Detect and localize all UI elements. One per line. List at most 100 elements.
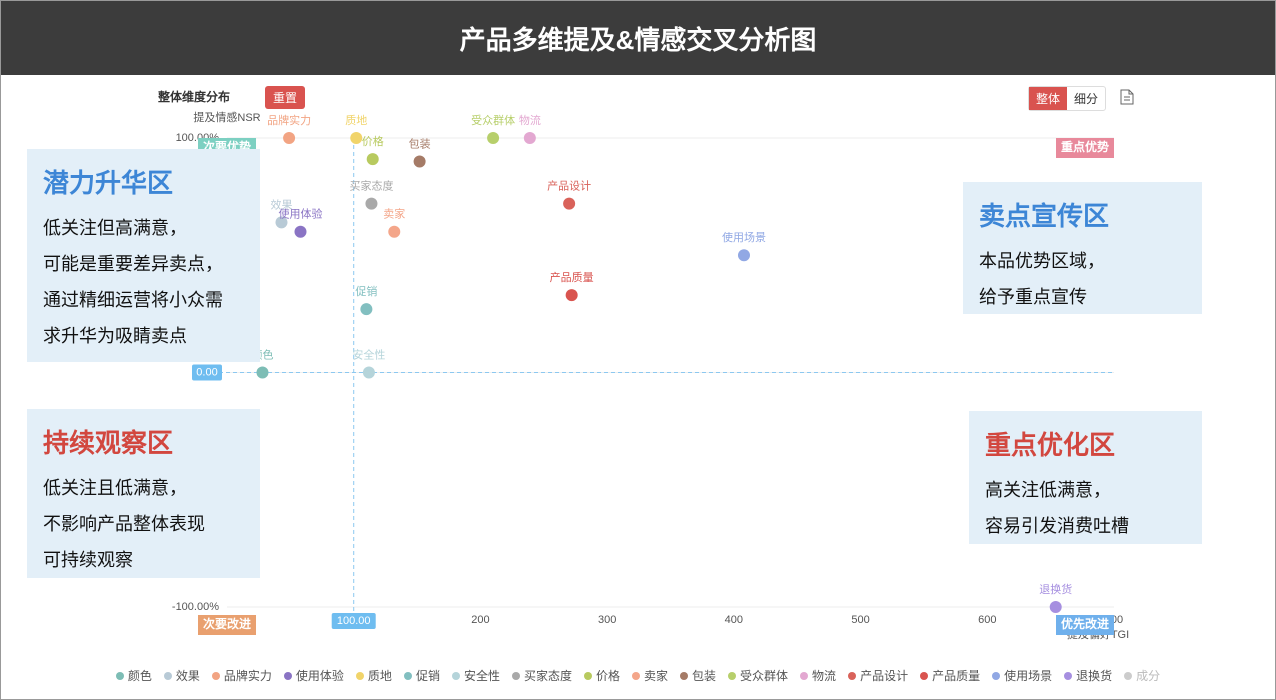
legend-item[interactable]: 价格 [583,667,620,684]
legend-marker [211,671,220,680]
quadrant-label-bg [1056,615,1114,635]
legend-marker [583,671,592,680]
quadrant-label: 优先改进 [1061,616,1109,631]
x-tick-label: 400 [725,614,743,626]
legend-label: 退换货 [1076,669,1113,683]
legend-label: 效果 [175,669,200,683]
export-icon[interactable] [1120,89,1134,105]
legend-marker [992,671,1001,680]
legend-label: 买家态度 [523,669,572,683]
zone-title: 卖点宣传区 [979,201,1110,231]
point-label: 安全性 [352,347,385,361]
zone-text: 可能是重要差异卖点， [43,254,223,274]
y-tick-label: -100.00% [172,601,219,613]
legend-label: 卖家 [644,669,669,683]
point-label: 价格 [362,134,384,148]
legend-item[interactable]: 成分 [1124,667,1160,684]
legend-marker [355,671,364,680]
legend-label: 促销 [415,669,440,683]
point-label: 包装 [409,137,431,150]
legend-item[interactable]: 使用场景 [992,667,1052,684]
toggle-option[interactable]: 整体 [1029,87,1068,110]
legend-marker [680,671,689,680]
point-label: 使用体验 [278,207,322,221]
toggle-option[interactable]: 细分 [1074,92,1099,106]
legend-item[interactable]: 品牌实力 [211,667,272,684]
reference-label: 100.00 [337,615,371,627]
legend-item[interactable]: 效果 [163,667,200,684]
point [362,366,375,379]
point-label: 退换货 [1039,582,1072,596]
header-title: 产品多维提及&情感交叉分析图 [1,1,1275,75]
reference-label-bg [331,613,376,629]
reset-button[interactable]: 重置 [265,86,306,109]
legend-label: 质地 [367,669,392,683]
point [366,153,379,166]
point-label: 效果 [270,197,292,211]
legend-item[interactable]: 产品设计 [848,667,908,684]
point [523,132,536,144]
legend-item[interactable]: 受众群体 [728,667,788,684]
point [487,132,500,144]
x-tick-label: 200 [471,614,489,626]
reference-label: 0.00 [196,366,217,378]
point [413,155,426,168]
point [350,132,363,144]
legend-label: 产品设计 [860,669,909,683]
zone-text: 通过精细运营将小众需 [43,290,223,310]
reference-label-bg [192,364,222,381]
zone-text: 求升华为吸睛卖点 [43,326,187,346]
quadrant-label: 重点优势 [1061,139,1109,154]
point [1049,601,1062,613]
legend-item[interactable]: 安全性 [451,667,500,684]
point [360,303,373,316]
zone-title: 重点优化区 [985,430,1116,460]
legend-marker [1064,671,1073,680]
legend-label: 使用体验 [295,669,344,683]
legend-marker [920,671,929,680]
legend-label: 产品质量 [932,669,981,683]
legend-marker [1124,671,1133,680]
legend-item[interactable]: 质地 [355,667,392,684]
legend-item[interactable]: 退换货 [1064,667,1112,684]
zone-text: 高关注低满意， [985,480,1111,500]
legend-label: 价格 [595,669,620,683]
legend-item[interactable]: 使用体验 [283,667,344,684]
legend-marker [632,671,640,680]
legend-item[interactable]: 包装 [680,667,716,684]
legend-item[interactable]: 颜色 [115,667,152,684]
view-toggle: 整体 细分 [1028,86,1107,111]
legend-label: 品牌实力 [223,669,272,683]
quadrant-label: 次要改进 [203,616,251,631]
legend-label: 受众群体 [740,669,789,683]
x-tick-label: 300 [598,614,616,626]
legend-item[interactable]: 促销 [403,667,440,684]
zone-text: 容易引发消费吐槽 [985,516,1129,536]
point-label: 使用场景 [722,230,766,244]
zone-text: 低关注且低满意， [43,478,187,498]
legend-item[interactable]: 卖家 [632,667,668,684]
legend-item[interactable]: 产品质量 [920,667,980,684]
quadrant-label-bg [198,615,256,635]
legend-marker [403,671,412,680]
zone-box: 潜力升华区低关注但高满意， 可能是重要差异卖点， 通过精细运营将小众需 求升华为吸睛卖… [27,149,260,362]
zone-text: 本品优势区域， [979,251,1105,271]
legend-marker [728,671,737,680]
zone-title: 持续观察区 [43,428,174,458]
zone-title: 潜力升华区 [43,168,174,198]
legend-marker [283,671,292,680]
legend-item[interactable]: 物流 [800,667,836,684]
point-label: 受众群体 [471,113,515,127]
legend-label: 颜色 [127,669,152,683]
point-label: 产品质量 [550,270,594,284]
point-label: 品牌实力 [267,113,311,127]
legend-marker [848,671,857,680]
legend-item[interactable]: 买家态度 [511,667,572,684]
x-tick-label: 500 [851,614,869,626]
x-tick-label: 600 [978,614,996,626]
zone-text: 低关注但高满意， [43,218,187,238]
zone-text: 可持续观察 [43,550,133,570]
legend: 颜色 效果 品牌实力 使用体验 质地 促销 安全性 买家态度 价格 卖家 包装 受众群体 物流 产品设计 产… [1,667,1275,684]
legend-marker [163,671,172,680]
